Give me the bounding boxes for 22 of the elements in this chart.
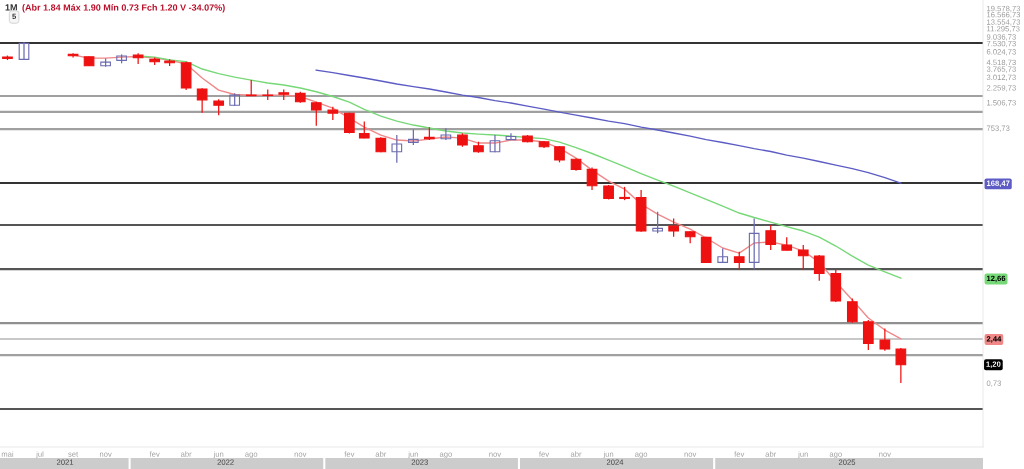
candlestick	[813, 254, 825, 282]
candlestick	[862, 319, 874, 351]
candlestick	[586, 166, 598, 191]
candlestick	[895, 347, 907, 384]
candlestick	[440, 127, 452, 141]
candlestick	[18, 41, 30, 61]
chart-subtitle: (Abr 1.84 Máx 1.90 Mín 0.73 Fch 1.20 V -34.07%)	[22, 4, 225, 13]
chart-title: 1M	[5, 4, 17, 11]
candlestick	[765, 224, 777, 251]
candlestick	[391, 134, 403, 164]
candlestick	[310, 101, 322, 127]
candlestick	[505, 132, 517, 141]
candlestick	[748, 217, 760, 270]
candlestick	[879, 327, 891, 352]
candlestick	[132, 52, 144, 65]
candlestick	[797, 244, 809, 271]
candlestick	[196, 87, 208, 114]
candlestick	[489, 134, 501, 153]
candlestick	[668, 217, 680, 238]
candlestick	[846, 297, 858, 324]
line-series	[315, 69, 902, 184]
candlestick	[652, 211, 663, 234]
